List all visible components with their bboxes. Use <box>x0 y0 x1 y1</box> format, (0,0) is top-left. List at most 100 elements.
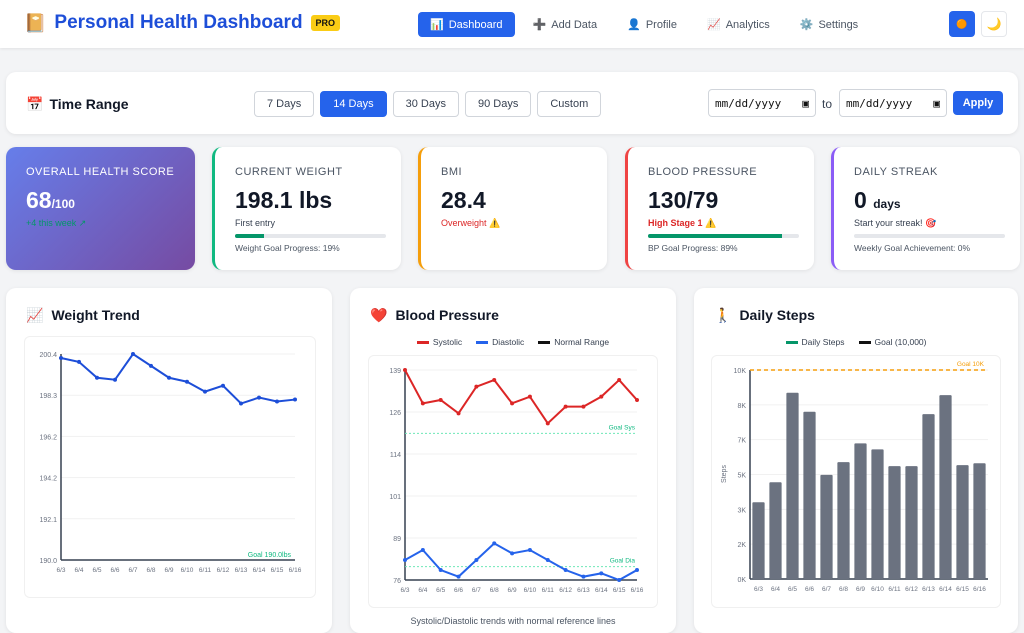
diastolic-point <box>420 548 425 552</box>
title-text: Weight Trend <box>51 307 140 323</box>
systolic-line <box>404 369 638 425</box>
light-theme-button[interactable]: 🟠 <box>949 11 975 37</box>
weight-point <box>185 379 189 384</box>
sun-icon: 🟠 <box>956 18 968 29</box>
nav-analytics[interactable]: 📈 Analytics <box>695 12 782 37</box>
y-tick-label: 126 <box>389 410 401 417</box>
weight-card: CURRENT WEIGHT 198.1 lbs First entry Wei… <box>212 147 401 270</box>
bp-chart-svg: 76 89 101 114 126 139 6/3 6/4 6/5 6/6 6/7 6/8 6/9 6/1… <box>389 368 644 594</box>
goal-label: Goal 10K <box>957 361 985 368</box>
nav-label: Add Data <box>551 18 598 31</box>
x-tick-label: 6/13 <box>235 567 248 574</box>
blood-pressure-card: BLOOD PRESSURE 130/79 High Stage 1 ⚠️ BP… <box>625 147 814 270</box>
x-tick-label: 6/16 <box>289 567 302 574</box>
legend-daily-steps[interactable]: Daily Steps <box>785 337 845 347</box>
chart-title: ❤️ Blood Pressure <box>370 307 499 324</box>
weight-point <box>221 383 225 388</box>
x-tick-label: 6/12 <box>217 567 230 574</box>
y-tick-label: 198.3 <box>39 393 57 400</box>
stat-sub: Overweight ⚠️ <box>441 218 501 228</box>
steps-bar <box>752 502 765 579</box>
legend-diastolic[interactable]: Diastolic <box>476 337 524 347</box>
diastolic-point <box>474 558 479 562</box>
steps-bar <box>973 463 986 579</box>
legend-label: Diastolic <box>492 337 525 347</box>
legend-systolic[interactable]: Systolic <box>416 337 463 347</box>
x-tick-label: 6/6 <box>805 586 814 593</box>
x-tick-label: 6/9 <box>164 567 173 574</box>
diastolic-point <box>545 558 550 562</box>
diastolic-point <box>617 578 622 582</box>
apply-button[interactable]: Apply <box>953 91 1003 115</box>
progress-fill <box>235 234 264 238</box>
x-tick-label: 6/7 <box>472 587 481 594</box>
nav-dashboard[interactable]: 📊 Dashboard <box>418 12 515 37</box>
weight-progress-bar <box>235 234 386 238</box>
calendar-icon: 📅 <box>26 96 44 112</box>
range-7-days[interactable]: 7 Days <box>254 91 315 117</box>
range-90-days[interactable]: 90 Days <box>464 91 532 117</box>
steps-bar <box>956 465 969 579</box>
x-tick-label: 6/8 <box>490 587 499 594</box>
time-range-title: 📅 Time Range <box>26 96 129 113</box>
systolic-point <box>635 398 639 402</box>
legend-label: Systolic <box>432 337 463 347</box>
streak-progress-bar <box>854 234 1005 238</box>
dark-theme-button[interactable]: 🌙 <box>981 11 1007 37</box>
nav-label: Settings <box>818 18 859 31</box>
calendar-picker-icon[interactable]: ▣ <box>933 97 940 110</box>
bp-progress-bar <box>648 234 799 238</box>
x-tick-label: 6/3 <box>400 587 409 594</box>
stat-change: +4 this week ↗ <box>26 218 87 228</box>
x-tick-label: 6/8 <box>146 567 155 574</box>
y-tick-label: 194.2 <box>39 476 57 483</box>
y-tick-label: 200.4 <box>39 352 57 359</box>
steps-legend: Daily Steps Goal (10,000) <box>694 337 1018 347</box>
x-tick-label: 6/6 <box>454 587 463 594</box>
y-axis-label: Steps <box>721 465 728 483</box>
top-header: 📔 Personal Health Dashboard PRO 📊 Dashboa… <box>0 0 1024 48</box>
x-tick-label: 6/4 <box>418 587 427 594</box>
nav-label: Profile <box>645 18 677 31</box>
main-nav: 📊 Dashboard ➕ Add Data 👤 Profile 📈 Analytics… <box>418 12 870 37</box>
weight-point <box>113 377 117 382</box>
range-14-days[interactable]: 14 Days <box>320 91 387 117</box>
x-tick-label: 6/14 <box>595 587 608 594</box>
diastolic-point <box>456 574 461 579</box>
range-30-days[interactable]: 30 Days <box>392 91 459 117</box>
stat-label: OVERALL HEALTH SCORE <box>26 166 175 178</box>
range-custom[interactable]: Custom <box>537 91 602 117</box>
user-icon: 👤 <box>627 19 641 31</box>
systolic-point <box>420 401 425 406</box>
systolic-point <box>510 401 515 406</box>
chart-icon: 📊 <box>430 19 444 31</box>
bp-legend: Systolic Diastolic Normal Range <box>350 337 676 347</box>
weight-point <box>59 355 63 360</box>
stat-value: 0 days <box>854 187 901 214</box>
systolic-point <box>545 421 550 426</box>
calendar-picker-icon[interactable]: ▣ <box>802 97 809 110</box>
app-logo[interactable]: 📔 Personal Health Dashboard PRO <box>24 12 341 34</box>
steps-bar <box>820 474 833 579</box>
y-tick-label: 190.0 <box>39 558 57 565</box>
legend-normal-range[interactable]: Normal Range <box>538 337 609 347</box>
x-tick-label: 6/16 <box>631 587 644 594</box>
systolic-point <box>474 384 479 389</box>
date-placeholder: mm/dd/yyyy <box>846 97 913 110</box>
nav-add-data[interactable]: ➕ Add Data <box>521 12 610 37</box>
start-date-input[interactable]: mm/dd/yyyy ▣ <box>708 89 816 117</box>
x-tick-label: 6/3 <box>754 586 763 593</box>
legend-goal[interactable]: Goal (10,000) <box>858 337 926 347</box>
stat-sub: High Stage 1 ⚠️ <box>648 218 717 228</box>
end-date-input[interactable]: mm/dd/yyyy ▣ <box>839 89 947 117</box>
stat-foot: Weight Goal Progress: 19% <box>235 243 340 253</box>
y-tick-label: 0K <box>737 577 746 584</box>
streak-unit: days <box>873 197 901 211</box>
legend-label: Daily Steps <box>801 337 845 347</box>
nav-settings[interactable]: ⚙️ Settings <box>788 12 870 37</box>
time-range-card: 📅 Time Range 7 Days 14 Days 30 Days 90 Da… <box>6 72 1018 134</box>
x-tick-label: 6/11 <box>199 567 212 574</box>
nav-profile[interactable]: 👤 Profile <box>615 12 689 37</box>
trend-icon: 📈 <box>26 307 44 323</box>
systolic-point <box>438 398 443 402</box>
